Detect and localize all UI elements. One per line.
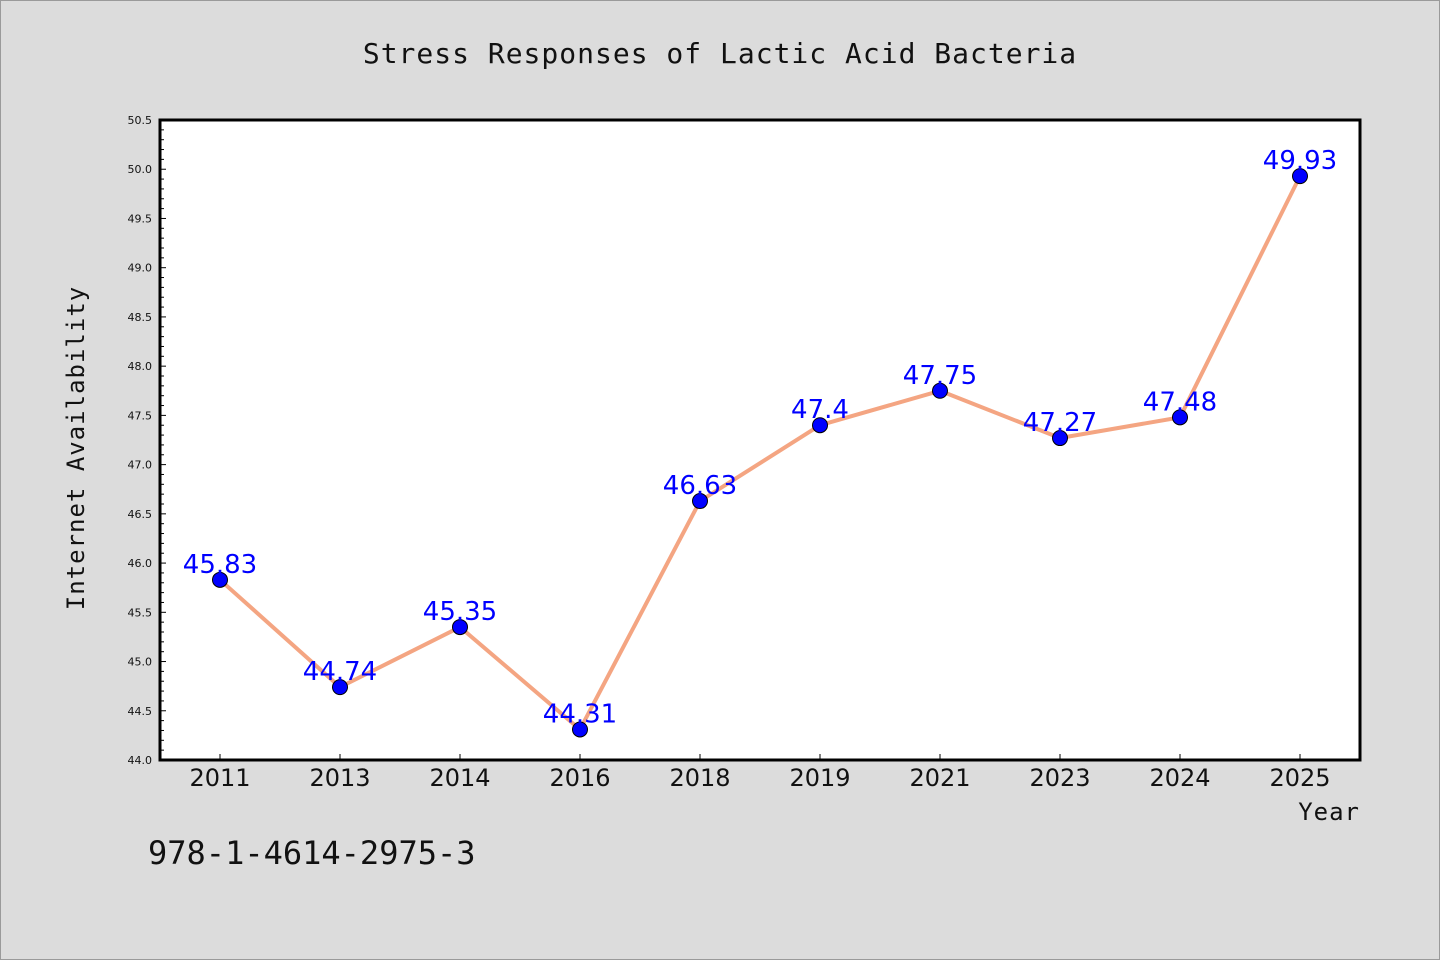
data-value-label: 49.93 (1263, 146, 1337, 176)
data-value-label: 47.75 (903, 361, 977, 391)
x-axis-label: Year (1298, 798, 1360, 826)
y-tick-label: 48.5 (128, 311, 153, 324)
y-tick-label: 49.0 (128, 262, 153, 275)
y-tick-label: 46.5 (128, 508, 153, 521)
x-tick-label: 2021 (909, 764, 970, 792)
chart-title: Stress Responses of Lactic Acid Bacteria (363, 37, 1077, 70)
data-value-label: 45.83 (183, 550, 257, 580)
data-value-label: 47.27 (1023, 408, 1097, 438)
y-tick-label: 50.5 (128, 114, 153, 127)
data-value-label: 47.48 (1143, 387, 1217, 417)
x-tick-label: 2011 (189, 764, 250, 792)
x-tick-label: 2024 (1149, 764, 1210, 792)
series-line (218, 174, 1302, 732)
x-tick-label: 2023 (1029, 764, 1090, 792)
data-point-marker (1292, 168, 1308, 185)
x-tick-label: 2025 (1269, 764, 1330, 792)
data-value-label: 47.4 (791, 395, 849, 425)
y-tick-label: 47.0 (128, 459, 153, 472)
data-value-label: 44.74 (303, 657, 377, 687)
x-axis: 2011 2013 2014 2016 2018 2019 2021 2023 2024 2025 (189, 754, 1331, 792)
x-tick-label: 2018 (669, 764, 730, 792)
data-value-label: 45.35 (423, 597, 497, 627)
plot-area (158, 118, 1362, 762)
x-tick-label: 2013 (309, 764, 370, 792)
y-tick-label: 48.0 (128, 360, 153, 373)
data-point-marker (1172, 409, 1188, 426)
data-point-marker (692, 493, 708, 510)
y-tick-label: 45.5 (128, 606, 153, 619)
y-tick-label: 50.0 (128, 163, 153, 176)
data-point-marker (452, 619, 468, 636)
data-value-label: 44.31 (543, 699, 617, 729)
data-point-marker (812, 417, 828, 434)
x-tick-label: 2019 (789, 764, 850, 792)
data-point-marker (572, 721, 588, 738)
y-tick-label: 47.5 (128, 409, 153, 422)
x-tick-label: 2016 (549, 764, 610, 792)
y-tick-label: 45.0 (128, 656, 153, 669)
data-point-marker (332, 679, 348, 696)
y-tick-label: 49.5 (128, 212, 153, 225)
data-point-marker (932, 382, 948, 399)
x-tick-label: 2014 (429, 764, 490, 792)
isbn-footer: 978-1-4614-2975-3 (148, 834, 476, 872)
y-tick-label: 46.0 (128, 557, 153, 570)
y-axis: 44.0 44.5 45.0 45.5 46.0 46.5 47.0 47.5 48.0 48.5… (128, 114, 166, 767)
data-value-label: 46.63 (663, 471, 737, 501)
y-axis-label: Internet Availability (62, 286, 90, 610)
y-tick-label: 44.0 (128, 754, 153, 767)
y-tick-label: 44.5 (128, 705, 153, 718)
data-point-marker (1052, 430, 1068, 447)
data-point-marker (212, 571, 228, 588)
series-line-group: 45.83 44.74 45.35 44.31 46.63 47.4 47.75 47.27 4… (183, 146, 1337, 738)
